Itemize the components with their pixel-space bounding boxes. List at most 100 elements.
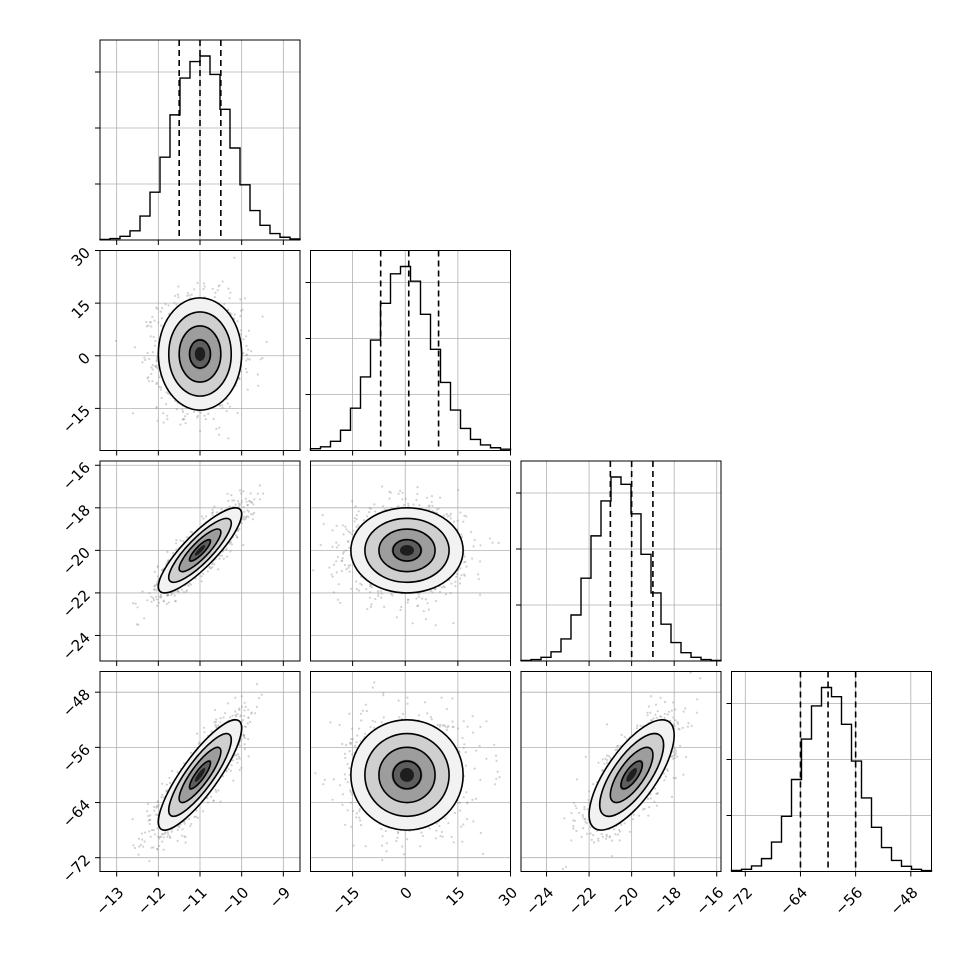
- scatter-point: [360, 583, 363, 586]
- scatter-point: [225, 547, 228, 550]
- scatter-point: [321, 514, 324, 517]
- scatter-point: [138, 845, 141, 848]
- scatter-point: [228, 542, 231, 545]
- scatter-point: [203, 731, 206, 734]
- scatter-point: [256, 492, 259, 495]
- scatter-point: [339, 601, 342, 604]
- scatter-point: [246, 509, 249, 512]
- scatter-point: [159, 593, 162, 596]
- scatter-point: [175, 539, 178, 542]
- scatter-point: [153, 588, 156, 591]
- scatter-point: [380, 596, 383, 599]
- scatter-point: [211, 514, 214, 517]
- scatter-point: [347, 540, 350, 544]
- scatter-point: [213, 505, 216, 508]
- scatter-point: [370, 603, 373, 606]
- scatter-point: [215, 725, 218, 728]
- scatter-point: [225, 548, 228, 551]
- scatter-point: [246, 357, 249, 360]
- scatter-point: [400, 605, 403, 609]
- scatter-point: [388, 497, 391, 500]
- scatter-point: [165, 403, 168, 406]
- scatter-point: [245, 359, 248, 362]
- scatter-point: [412, 503, 415, 506]
- hist-panel-2: [305, 250, 512, 451]
- scatter-point: [223, 302, 226, 305]
- scatter-point: [244, 705, 247, 709]
- scatter-point: [233, 256, 236, 259]
- scatter-point: [355, 518, 358, 521]
- scatter-point: [156, 604, 159, 607]
- scatter-point: [211, 562, 214, 566]
- scatter-point: [237, 755, 241, 758]
- scatter-point: [236, 411, 239, 415]
- scatter-point: [155, 364, 158, 367]
- scatter-point: [242, 490, 245, 493]
- scatter-point: [389, 491, 392, 494]
- scatter-panel-4-1: [100, 671, 300, 872]
- scatter-point: [150, 846, 153, 849]
- scatter-point: [159, 595, 162, 598]
- scatter-point: [348, 546, 351, 550]
- scatter-point: [348, 570, 351, 573]
- scatter-point: [218, 433, 221, 436]
- scatter-point: [427, 505, 430, 508]
- scatter-point: [374, 597, 377, 601]
- scatter-point: [185, 590, 188, 594]
- scatter-point: [149, 835, 152, 838]
- scatter-point: [156, 801, 159, 804]
- scatter-point: [133, 846, 137, 850]
- scatter-point: [155, 360, 158, 363]
- scatter-point: [240, 501, 243, 504]
- scatter-point: [245, 500, 248, 503]
- scatter-point: [186, 294, 189, 297]
- scatter-point: [359, 582, 362, 585]
- scatter-point: [463, 561, 466, 564]
- scatter-point: [155, 381, 159, 384]
- scatter-point: [182, 591, 185, 594]
- scatter-point: [155, 405, 158, 409]
- scatter-point: [391, 594, 394, 597]
- scatter-point: [491, 541, 494, 544]
- scatter-point: [261, 356, 264, 360]
- scatter-point: [174, 600, 177, 603]
- scatter-point: [362, 519, 365, 522]
- scatter-point: [344, 549, 347, 552]
- hist-panel-1: [95, 39, 301, 241]
- scatter-point: [353, 517, 356, 520]
- contour-2: [378, 528, 436, 573]
- scatter-point: [202, 517, 205, 520]
- scatter-point: [434, 624, 437, 627]
- scatter-point: [237, 500, 240, 503]
- scatter-point: [380, 485, 384, 488]
- scatter-point: [200, 575, 203, 578]
- scatter-point: [220, 554, 223, 557]
- scatter-point: [212, 799, 215, 802]
- scatter-point: [162, 600, 165, 603]
- scatter-point: [350, 533, 354, 536]
- scatter-point: [151, 368, 154, 371]
- scatter-point: [167, 593, 170, 597]
- scatter-point: [150, 372, 153, 376]
- scatter-point: [336, 555, 339, 559]
- scatter-point: [369, 605, 372, 609]
- histogram-2: [309, 265, 512, 451]
- scatter-point: [176, 590, 179, 593]
- scatter-point: [158, 844, 161, 848]
- scatter-point: [147, 324, 150, 327]
- scatter-point: [175, 542, 178, 545]
- scatter-point: [305, 581, 307, 583]
- scatter-point: [211, 287, 214, 290]
- scatter-point: [232, 779, 235, 782]
- scatter-point: [154, 344, 157, 347]
- panel-frame: [310, 250, 511, 451]
- scatter-point: [165, 391, 168, 394]
- scatter-point: [238, 768, 241, 772]
- scatter-point: [181, 408, 184, 411]
- scatter-point: [196, 816, 200, 820]
- scatter-point: [166, 594, 169, 597]
- scatter-point: [237, 502, 240, 505]
- scatter-point: [251, 513, 254, 516]
- scatter-point: [170, 830, 173, 833]
- scatter-point: [225, 555, 229, 558]
